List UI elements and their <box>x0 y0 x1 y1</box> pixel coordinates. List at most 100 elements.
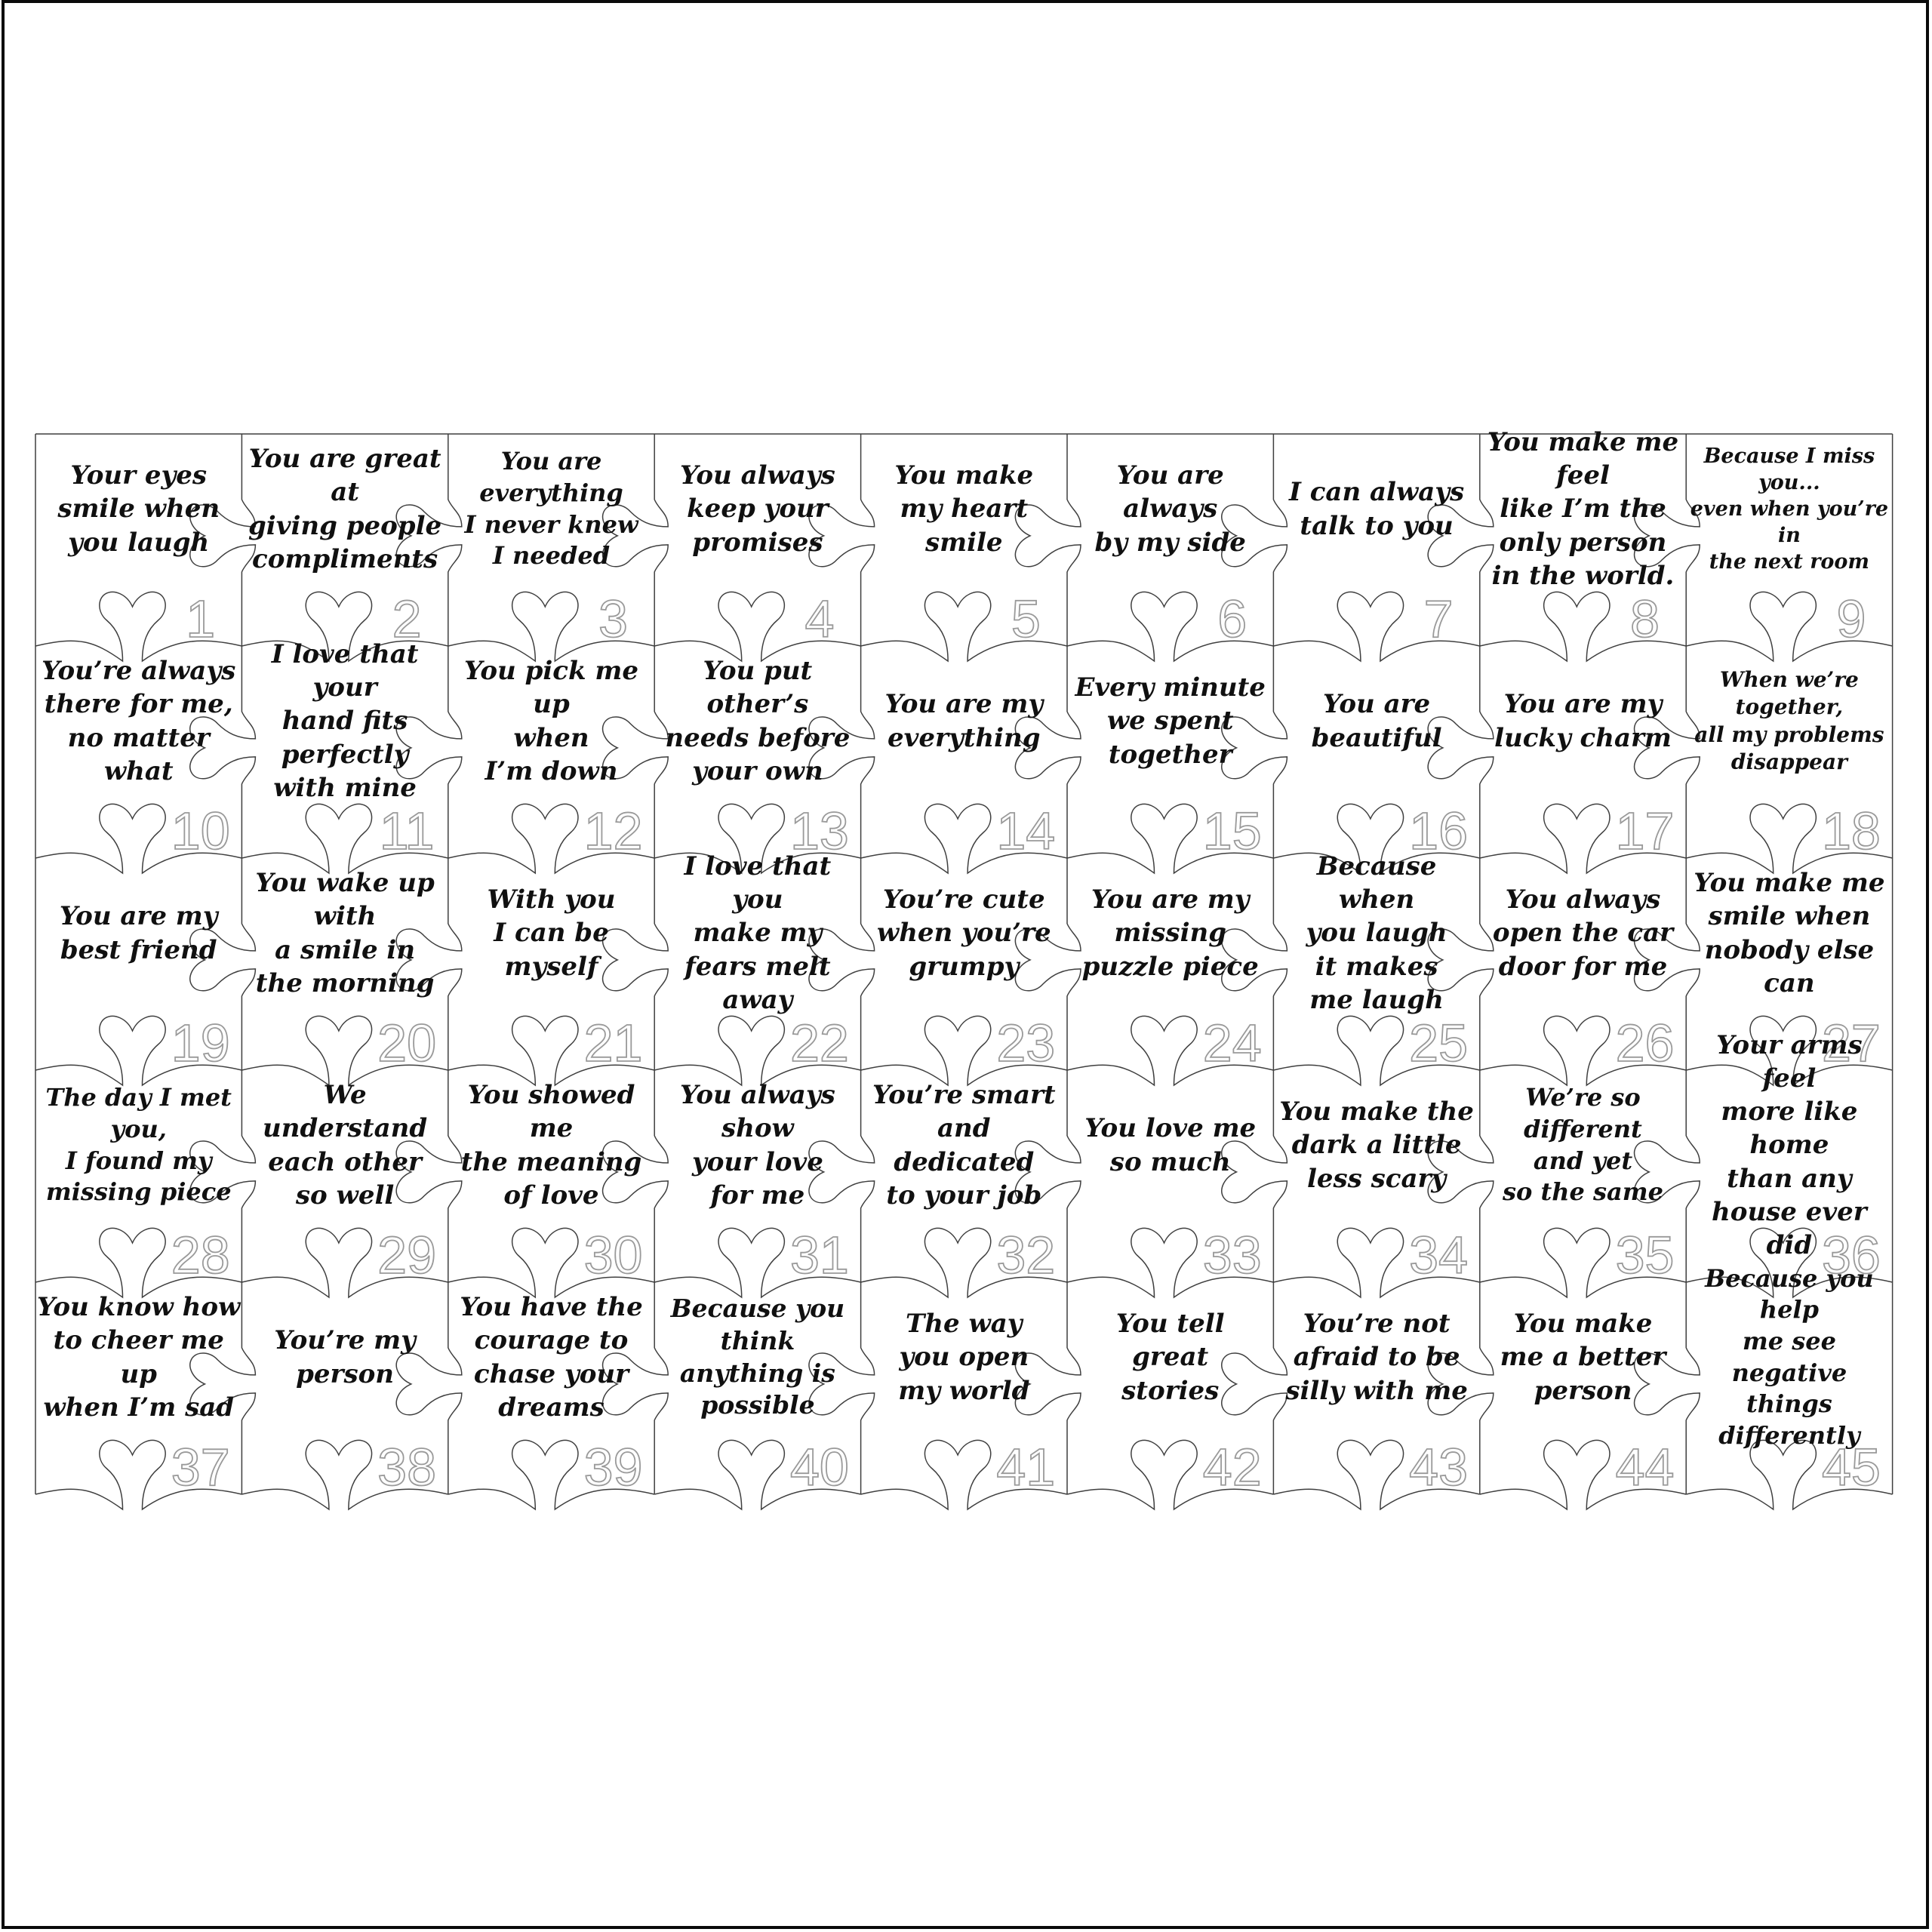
heart-knob-icon <box>448 1439 655 1511</box>
heart-knob-icon <box>1633 1282 1700 1494</box>
heart-knob-icon <box>1014 858 1081 1070</box>
heart-knob-icon <box>1686 1227 1893 1299</box>
piece-quote: Every minute we spent together <box>1075 672 1266 770</box>
piece-number: 20 <box>377 1014 436 1072</box>
heart-knob-icon <box>242 591 448 663</box>
heart-knob-icon <box>1479 1439 1687 1511</box>
piece-quote: You are my best friend <box>59 901 218 965</box>
piece-number: 22 <box>790 1014 849 1072</box>
piece-quote: You make my heart smile <box>894 460 1034 558</box>
heart-knob-icon <box>1066 1227 1274 1299</box>
piece-quote: I love that your hand fits perfectly wit… <box>271 639 419 803</box>
heart-knob-icon <box>448 591 655 663</box>
heart-knob-icon <box>601 1070 669 1282</box>
piece-number: 17 <box>1616 801 1675 860</box>
heart-knob-icon <box>860 1015 1068 1087</box>
heart-knob-icon <box>1686 1439 1893 1511</box>
piece-quote: You love me so much <box>1084 1113 1257 1177</box>
heart-knob-icon <box>808 434 875 646</box>
heart-knob-icon <box>189 646 257 858</box>
piece-quote: Because I miss you... even when you’re i… <box>1690 444 1889 574</box>
piece-quote: We’re so different and yet so the same <box>1502 1083 1663 1207</box>
piece-number: 8 <box>1630 589 1660 648</box>
piece-quote: We understand each other so well <box>263 1080 428 1211</box>
piece-quote: The day I met you, I found my missing pi… <box>45 1083 232 1207</box>
piece-quote: Because you help me see negative things … <box>1705 1263 1874 1450</box>
heart-knob-icon <box>395 858 463 1070</box>
piece-quote: You always show your love for me <box>680 1080 835 1211</box>
piece-number: 2 <box>392 589 422 648</box>
piece-quote: You make me feel like I’m the only perso… <box>1487 427 1679 591</box>
heart-knob-icon <box>242 1439 448 1511</box>
piece-quote: You are always by my side <box>1094 460 1246 558</box>
heart-knob-icon <box>1066 1439 1274 1511</box>
piece-quote: You are beautiful <box>1311 689 1442 753</box>
piece-quote: Because when you laugh it makes me laugh <box>1306 851 1447 1015</box>
piece-number: 13 <box>790 801 849 860</box>
piece-number: 42 <box>1203 1438 1262 1497</box>
piece-quote: You’re smart and dedicated to your job <box>872 1080 1056 1211</box>
piece-quote: Because you think anything is possible <box>670 1293 845 1420</box>
heart-knob-icon <box>1427 858 1494 1070</box>
heart-knob-icon <box>1633 1070 1700 1282</box>
heart-knob-icon <box>1221 858 1288 1070</box>
heart-knob-icon <box>448 1227 655 1299</box>
heart-knob-icon <box>35 1015 242 1087</box>
piece-number: 1 <box>186 589 215 648</box>
heart-knob-icon <box>1273 803 1480 875</box>
heart-knob-icon <box>601 646 669 858</box>
heart-knob-icon <box>189 858 257 1070</box>
heart-knob-icon <box>1014 646 1081 858</box>
piece-quote: You put other’s needs before your own <box>665 656 851 786</box>
piece-quote: I can always talk to you <box>1288 477 1465 541</box>
heart-knob-icon <box>1066 1015 1274 1087</box>
piece-quote: You are my everything <box>884 689 1044 753</box>
heart-knob-icon <box>1066 803 1274 875</box>
piece-number: 19 <box>171 1014 230 1072</box>
heart-knob-icon <box>1479 1015 1687 1087</box>
piece-quote: You make the dark a little less scary <box>1279 1097 1474 1194</box>
piece-quote: The way you open my world <box>898 1309 1030 1406</box>
heart-knob-icon <box>1633 434 1700 646</box>
heart-knob-icon <box>654 1227 861 1299</box>
heart-knob-icon <box>35 591 242 663</box>
piece-quote: You are great at giving people complimen… <box>248 444 442 574</box>
piece-number: 16 <box>1409 801 1468 860</box>
piece-number: 41 <box>996 1438 1055 1497</box>
piece-quote: You wake up with a smile in the morning <box>255 868 435 998</box>
piece-quote: With you I can be myself <box>487 884 616 982</box>
heart-knob-icon <box>808 1070 875 1282</box>
heart-knob-icon <box>448 1015 655 1087</box>
heart-knob-icon <box>1686 591 1893 663</box>
heart-knob-icon <box>1427 646 1494 858</box>
piece-number: 44 <box>1616 1438 1675 1497</box>
piece-number: 14 <box>996 801 1055 860</box>
heart-knob-icon <box>1427 1282 1494 1494</box>
piece-number: 5 <box>1011 589 1041 648</box>
heart-knob-icon <box>242 1227 448 1299</box>
piece-quote: You always open the car door for me <box>1492 884 1674 982</box>
heart-knob-icon <box>1221 646 1288 858</box>
heart-knob-icon <box>1633 646 1700 858</box>
piece-quote: You make me a better person <box>1500 1309 1666 1406</box>
piece-quote: You’re not afraid to be silly with me <box>1285 1309 1468 1406</box>
heart-knob-icon <box>1014 1070 1081 1282</box>
piece-number: 33 <box>1203 1226 1262 1284</box>
heart-knob-icon <box>242 1015 448 1087</box>
piece-quote: You are everything I never knew I needed <box>464 447 638 571</box>
heart-knob-icon <box>808 858 875 1070</box>
piece-number: 30 <box>584 1226 643 1284</box>
piece-number: 36 <box>1822 1226 1881 1284</box>
piece-number: 39 <box>584 1438 643 1497</box>
piece-number: 38 <box>377 1438 436 1497</box>
heart-knob-icon <box>1273 1227 1480 1299</box>
heart-knob-icon <box>1273 591 1480 663</box>
heart-knob-icon <box>395 434 463 646</box>
piece-number: 40 <box>790 1438 849 1497</box>
heart-knob-icon <box>448 803 655 875</box>
heart-knob-icon <box>189 1282 257 1494</box>
piece-number: 26 <box>1616 1014 1675 1072</box>
heart-knob-icon <box>35 1439 242 1511</box>
